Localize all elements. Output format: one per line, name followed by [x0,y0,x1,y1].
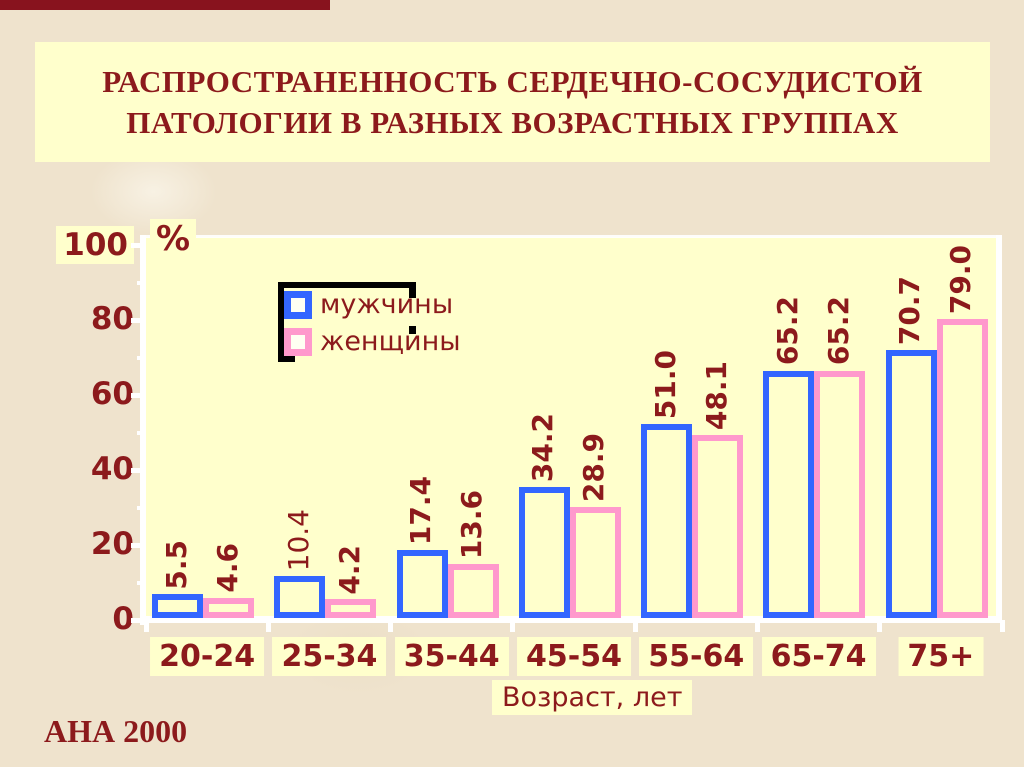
bar-s0-g0 [152,594,203,618]
bar-s0-g3 [518,486,570,618]
x-tick-1 [265,620,271,632]
value-label-s0-g1: 10.4 [281,508,315,571]
bar-s1-g5 [814,370,866,618]
x-category-label-55-64: 55-64 [639,637,754,676]
legend-label-1: женщины [320,325,461,357]
value-label-s1-g3: 28.9 [577,432,611,502]
x-tick-6 [877,620,883,632]
legend-frame-top-right-stub [409,282,416,298]
y-axis-line [140,235,146,625]
value-label-s0-g4: 51.0 [648,349,682,419]
top-accent-bar [0,0,330,10]
bar-s1-g1 [325,599,377,618]
y-tick-label-20: 20 [90,526,134,562]
x-axis-title: Возраст, лет [492,680,693,715]
title-box: РАСПРОСТРАНЕННОСТЬ СЕРДЕЧНО-СОСУДИСТОЙ П… [35,42,990,162]
x-category-label-45-54: 45-54 [517,637,631,676]
value-label-s1-g5: 65.2 [821,296,855,366]
slide-title-line1: РАСПРОСТРАНЕННОСТЬ СЕРДЕЧНО-СОСУДИСТОЙ [102,64,923,99]
x-category-label-35-44: 35-44 [394,637,509,676]
y-minor-tick-50 [137,430,146,435]
bar-s1-g4 [692,434,744,618]
legend-frame-bottom-stub [278,356,295,362]
x-category-label-20-24: 20-24 [150,637,265,676]
legend-frame-right-dash [409,326,416,334]
value-label-s1-g1: 4.2 [332,544,366,595]
y-axis-unit-label: % [150,219,197,259]
bar-s1-g2 [447,564,499,618]
bar-s0-g5 [763,370,815,618]
bar-s0-g1 [274,576,326,618]
value-label-s1-g4: 48.1 [699,360,733,430]
legend-frame-top [278,282,416,288]
bar-s1-g6 [936,318,988,618]
bar-s1-g3 [569,506,621,618]
y-minor-tick-70 [137,355,146,360]
y-tick-label-0: 0 [112,601,134,637]
y-minor-tick-90 [137,280,146,285]
source-footnote: АНА 2000 [44,713,188,749]
value-label-s0-g0: 5.5 [159,539,193,590]
bar-s0-g2 [396,549,448,618]
y-tick-80 [131,318,146,323]
x-tick-3 [510,620,516,632]
value-label-s1-g0: 4.6 [210,543,244,593]
y-tick-label-100: 100 [56,226,134,264]
plot-right-border [996,235,1002,623]
x-axis-line [140,616,1002,623]
x-tick-0 [143,620,149,632]
x-tick-5 [754,620,760,632]
legend-swatch-1 [284,327,312,356]
x-tick-2 [388,620,394,632]
value-label-s0-g5: 65.2 [770,296,804,366]
y-tick-60 [131,393,146,398]
legend-frame-left [278,282,284,362]
bar-s1-g0 [203,597,254,618]
y-tick-20 [131,543,146,548]
value-label-s1-g2: 13.6 [455,489,489,559]
legend-label-0: мужчины [320,288,454,320]
legend: мужчины женщины [284,289,461,363]
legend-entry-1: женщины [284,326,461,357]
x-tick-7 [999,620,1005,632]
y-tick-40 [131,468,146,473]
value-label-s0-g2: 17.4 [404,475,438,545]
bar-s0-g4 [641,423,693,618]
y-tick-label-80: 80 [90,301,134,337]
x-tick-4 [632,620,638,632]
legend-entry-0: мужчины [284,289,461,320]
legend-swatch-0 [284,290,312,319]
y-minor-tick-10 [137,580,146,585]
value-label-s1-g6: 79.0 [944,244,978,314]
value-label-s0-g3: 34.2 [526,412,560,482]
y-tick-label-60: 60 [90,376,134,412]
y-tick-100 [131,243,146,248]
x-category-label-75+: 75+ [898,637,984,676]
x-category-label-25-34: 25-34 [272,637,387,676]
bar-s0-g6 [885,349,937,618]
x-category-label-65-74: 65-74 [761,637,876,676]
plot-top-border [146,235,1002,238]
y-minor-tick-30 [137,505,146,510]
y-tick-0 [131,618,146,623]
slide-title-line2: ПАТОЛОГИИ В РАЗНЫХ ВОЗРАСТНЫХ ГРУППАХ [126,105,899,140]
value-label-s0-g6: 70.7 [893,275,927,345]
y-tick-label-40: 40 [90,451,134,487]
